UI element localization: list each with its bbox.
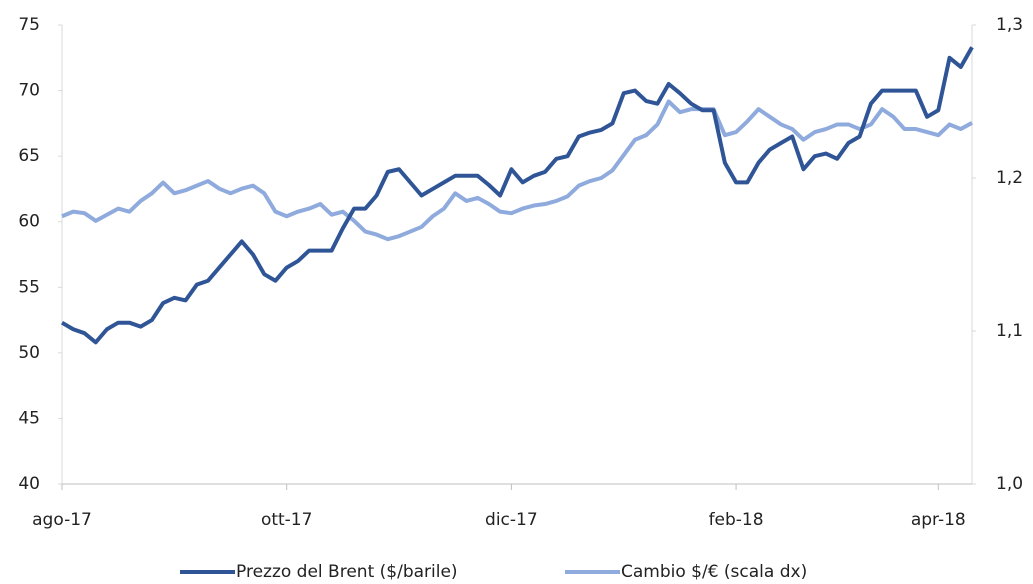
- x-tick-label: ott-17: [261, 510, 313, 530]
- y-tick-label: 50: [18, 343, 40, 363]
- y-tick-label: 70: [18, 81, 40, 101]
- x-tick-label: apr-18: [911, 510, 966, 530]
- y2-tick-label: 1,0: [996, 474, 1023, 494]
- y2-tick-label: 1,1: [996, 321, 1023, 341]
- y2-tick-label: 1,3: [996, 15, 1023, 35]
- y-tick-label: 55: [18, 277, 40, 297]
- x-tick-label: feb-18: [709, 510, 764, 530]
- x-tick-label: dic-17: [485, 510, 538, 530]
- legend-label: Prezzo del Brent ($/barile): [236, 562, 458, 582]
- y-tick-label: 40: [18, 474, 40, 494]
- y-tick-label: 60: [18, 212, 40, 232]
- series-line: [61, 99, 973, 242]
- x-tick-label: ago-17: [32, 510, 92, 530]
- y-tick-label: 65: [18, 146, 40, 166]
- series-line: [60, 46, 974, 345]
- y-tick-label: 45: [18, 408, 40, 428]
- legend-label: Cambio $/€ (scala dx): [621, 562, 807, 582]
- y-tick-label: 75: [18, 15, 40, 35]
- y2-tick-label: 1,2: [996, 168, 1023, 188]
